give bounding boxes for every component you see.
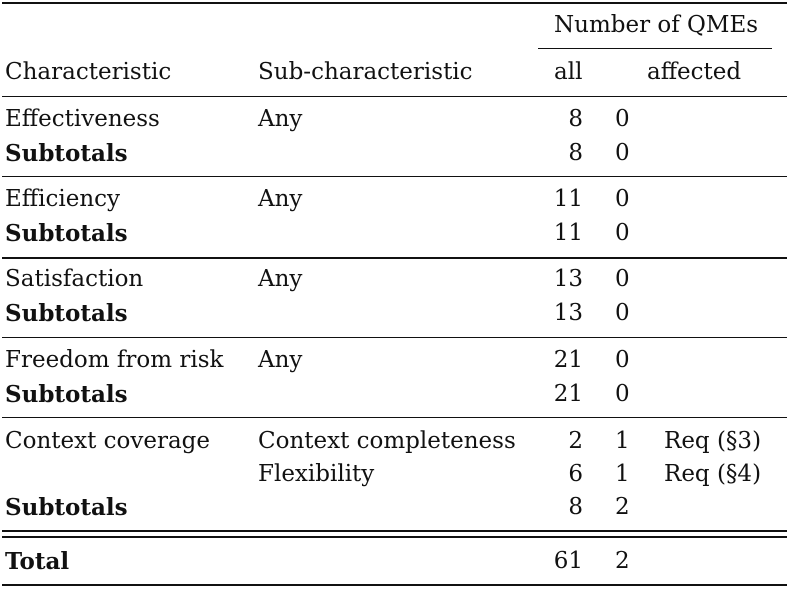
total-affected-count: 2 — [615, 548, 630, 574]
subtotal-label: Subtotals — [5, 140, 128, 167]
table-row-affected-count: 0 — [615, 106, 630, 132]
subtotal-all-count: 8 — [568, 494, 583, 520]
total-double-rule-top — [2, 530, 787, 532]
table-row-all-count: 13 — [553, 266, 583, 292]
subtotal-all-count: 8 — [568, 140, 583, 166]
column-header-affected: affected — [647, 59, 742, 85]
table-row-affected-count: 0 — [615, 186, 630, 212]
table-row-note: Req (§3) — [664, 428, 762, 454]
column-header-characteristic: Characteristic — [5, 59, 172, 85]
subtotal-all-count: 21 — [553, 381, 583, 407]
table-row-all-count: 8 — [568, 106, 583, 132]
table-row-note: Req (§4) — [664, 461, 762, 487]
subtotal-label: Subtotals — [5, 300, 128, 327]
group-header-label: Number of QMEs — [554, 12, 759, 38]
table-row-subcharacteristic: Any — [258, 266, 303, 292]
subtotal-affected-count: 0 — [615, 381, 630, 407]
table-row-subcharacteristic: Context completeness — [258, 428, 516, 454]
header-bottom-rule — [2, 96, 787, 97]
table-row-all-count: 6 — [568, 461, 583, 487]
top-rule — [2, 2, 787, 4]
table-row-characteristic: Efficiency — [5, 186, 121, 212]
table-row-affected-count: 1 — [615, 428, 630, 454]
group-divider — [2, 417, 787, 418]
table-row-subcharacteristic: Flexibility — [258, 461, 375, 487]
total-all-count: 61 — [553, 548, 583, 574]
subtotal-all-count: 11 — [553, 220, 583, 246]
group-divider — [2, 176, 787, 177]
column-header-all: all — [554, 59, 583, 85]
table-row-characteristic: Satisfaction — [5, 266, 144, 292]
table-row-subcharacteristic: Any — [258, 347, 303, 373]
total-label: Total — [5, 548, 70, 575]
table-row-affected-count: 0 — [615, 347, 630, 373]
table-row-subcharacteristic: Any — [258, 186, 303, 212]
table-row-all-count: 2 — [568, 428, 583, 454]
table-row-subcharacteristic: Any — [258, 106, 303, 132]
subtotal-affected-count: 2 — [615, 494, 630, 520]
table-row-characteristic: Effectiveness — [5, 106, 160, 132]
subtotal-all-count: 13 — [553, 300, 583, 326]
subtotal-affected-count: 0 — [615, 300, 630, 326]
bottom-rule — [2, 584, 787, 586]
subtotal-affected-count: 0 — [615, 220, 630, 246]
subtotal-label: Subtotals — [5, 381, 128, 408]
total-double-rule-bottom — [2, 536, 787, 538]
table-row-all-count: 21 — [553, 347, 583, 373]
group-header-underline — [538, 48, 772, 49]
subtotal-label: Subtotals — [5, 220, 128, 247]
group-divider — [2, 257, 787, 259]
subtotal-affected-count: 0 — [615, 140, 630, 166]
table-row-affected-count: 1 — [615, 461, 630, 487]
table-row-all-count: 11 — [553, 186, 583, 212]
group-divider — [2, 337, 787, 338]
subtotal-label: Subtotals — [5, 494, 128, 521]
table-row-characteristic: Freedom from risk — [5, 347, 224, 373]
column-header-subcharacteristic: Sub-characteristic — [258, 59, 473, 85]
table-row-affected-count: 0 — [615, 266, 630, 292]
table-row-characteristic: Context coverage — [5, 428, 211, 454]
